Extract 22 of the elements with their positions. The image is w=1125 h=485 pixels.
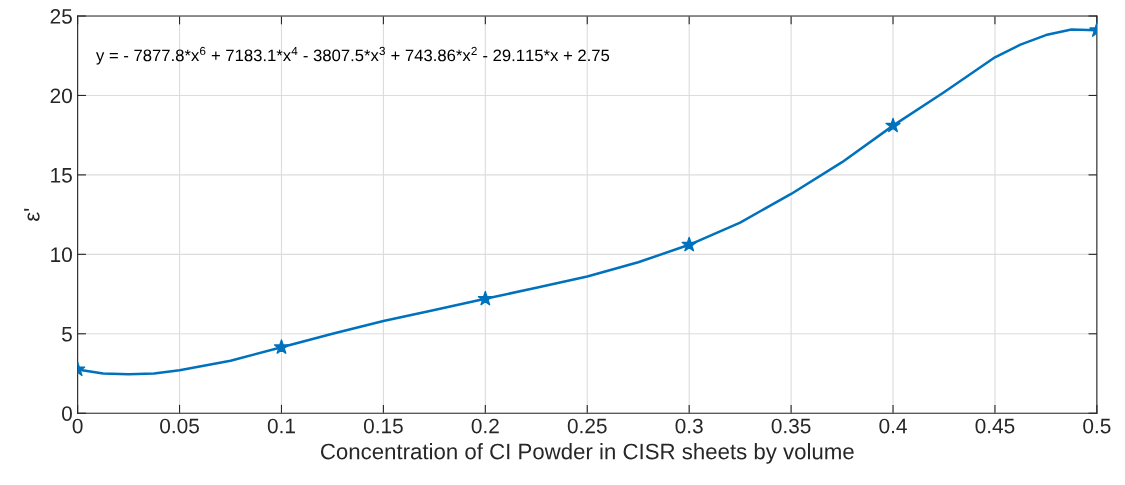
x-tick-label: 0.15 [363,418,403,434]
y-tick-label: 25 [50,9,72,24]
y-tick-label: 15 [51,168,72,183]
x-tick-label: 0.35 [771,418,811,434]
y-tick-label: 20 [50,88,72,104]
x-tick-label: 0.3 [675,418,703,434]
y-axis-title: ε' [24,208,40,221]
x-tick-label: 0.25 [567,418,607,434]
x-tick-label: 0.1 [267,418,295,434]
x-tick-label: 0.45 [975,418,1015,434]
y-tick-label: 10 [51,247,72,263]
x-tick-label: 0 [72,418,83,434]
point [477,290,493,306]
y-tick-label: 5 [62,326,72,342]
x-tick-label: 0.4 [879,418,907,434]
x-tick-label: 0.05 [160,418,199,434]
x-tick-label: 0.2 [471,418,499,434]
point [681,236,697,252]
text: y = - 7877.8*x$^{6}$ + 7183.1*x$^{4}$ - 3807.5*x$^{3}$ + 743.86*x$^{2}$ - 29.115*x + 2.75 [96,46,610,65]
x-axis-title: Concentration of CI Powder in CISR sheets by volume [320,443,854,464]
x-tick-label: 0.5 [1083,418,1111,434]
y-tick-label: 0 [61,406,72,421]
